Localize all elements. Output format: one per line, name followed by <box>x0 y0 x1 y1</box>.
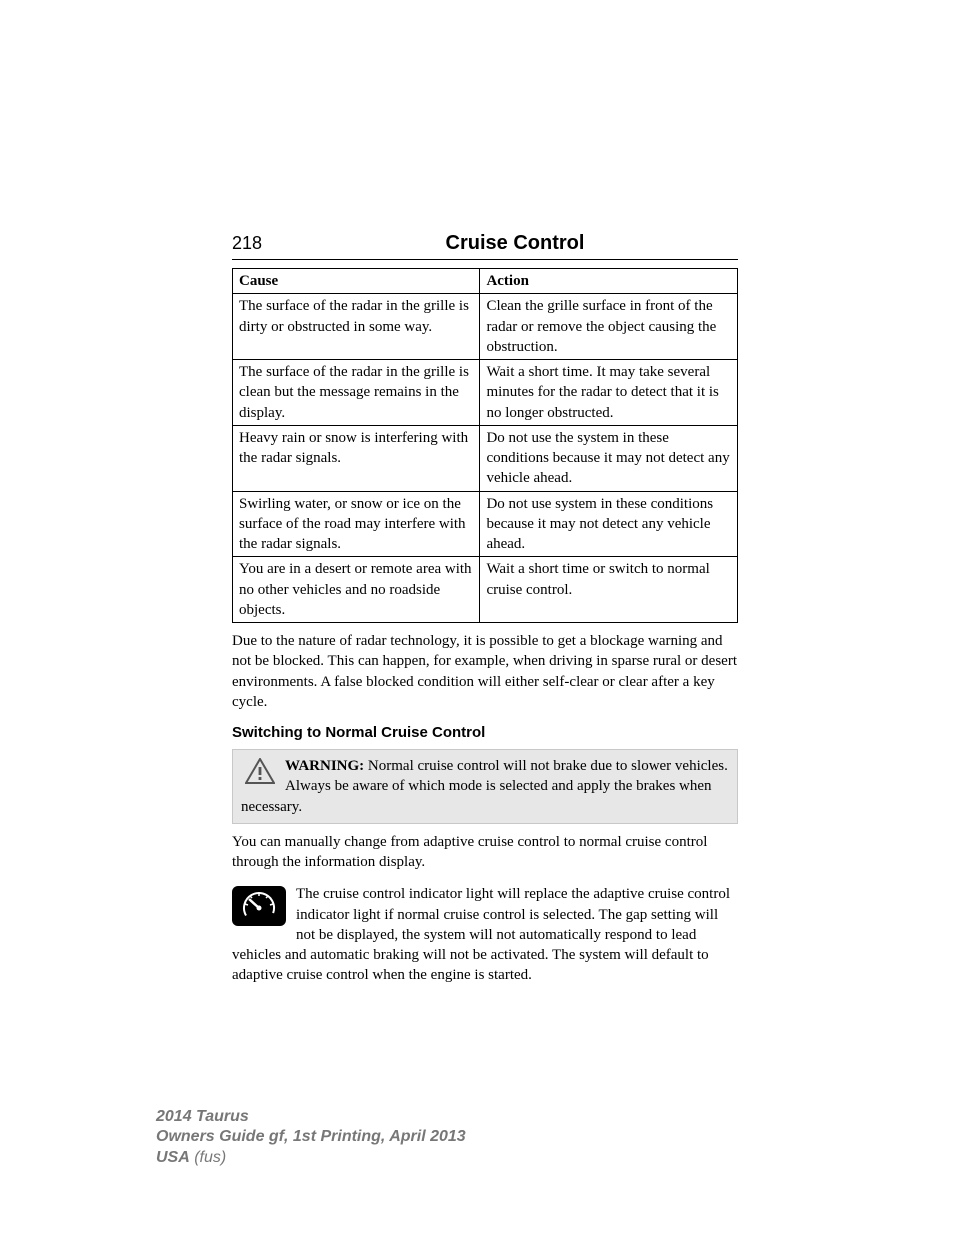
subheading-switching: Switching to Normal Cruise Control <box>232 724 738 741</box>
table-header-row: Cause Action <box>233 269 738 294</box>
table-row: Swirling water, or snow or ice on the su… <box>233 491 738 557</box>
cell-cause: Heavy rain or snow is interfering with t… <box>233 425 480 491</box>
cell-action: Wait a short time or switch to normal cr… <box>480 557 738 623</box>
cell-cause: Swirling water, or snow or ice on the su… <box>233 491 480 557</box>
table-row: Heavy rain or snow is interfering with t… <box>233 425 738 491</box>
warning-triangle-icon <box>245 758 275 790</box>
speedometer-icon <box>232 886 286 932</box>
cell-cause: The surface of the radar in the grille i… <box>233 294 480 360</box>
footer-line-1: 2014 Taurus <box>156 1107 466 1128</box>
page-container: 218 Cruise Control Cause Action The surf… <box>0 0 954 1235</box>
cell-cause: The surface of the radar in the grille i… <box>233 360 480 426</box>
paragraph-after-table: Due to the nature of radar technology, i… <box>232 631 738 712</box>
cell-action: Do not use system in these conditions be… <box>480 491 738 557</box>
paragraph-after-warning: You can manually change from adaptive cr… <box>232 832 738 873</box>
indicator-paragraph: The cruise control indicator light will … <box>232 884 738 985</box>
col-header-action: Action <box>480 269 738 294</box>
page-footer: 2014 Taurus Owners Guide gf, 1st Printin… <box>156 1107 466 1169</box>
table-row: You are in a desert or remote area with … <box>233 557 738 623</box>
page-header: 218 Cruise Control <box>232 232 738 260</box>
cell-cause: You are in a desert or remote area with … <box>233 557 480 623</box>
table-row: The surface of the radar in the grille i… <box>233 360 738 426</box>
footer-line-3: USA (fus) <box>156 1148 466 1169</box>
table-row: The surface of the radar in the grille i… <box>233 294 738 360</box>
cause-action-table: Cause Action The surface of the radar in… <box>232 268 738 623</box>
chapter-title: Cruise Control <box>292 232 738 255</box>
indicator-text: The cruise control indicator light will … <box>232 886 730 983</box>
cell-action: Wait a short time. It may take several m… <box>480 360 738 426</box>
warning-label: WARNING: <box>285 758 364 774</box>
col-header-cause: Cause <box>233 269 480 294</box>
footer-line-2: Owners Guide gf, 1st Printing, April 201… <box>156 1127 466 1148</box>
warning-box: WARNING: Normal cruise control will not … <box>232 749 738 824</box>
cell-action: Clean the grille surface in front of the… <box>480 294 738 360</box>
cell-action: Do not use the system in these condition… <box>480 425 738 491</box>
